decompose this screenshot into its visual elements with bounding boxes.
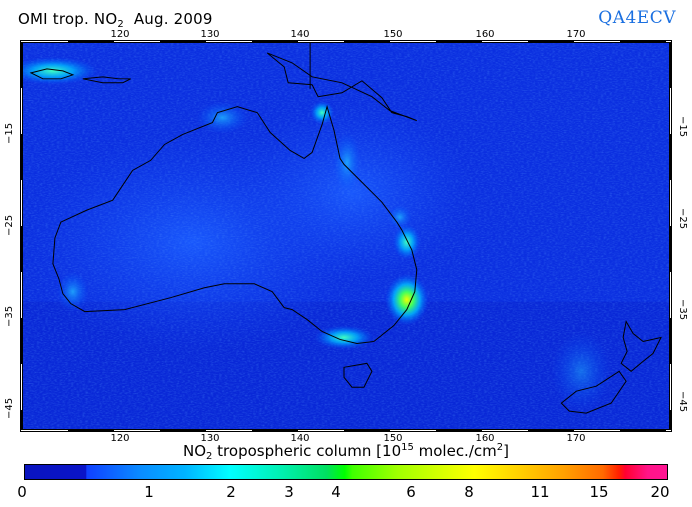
frame-tick-bar [20,42,23,88]
new-guinea-coastline [266,52,417,122]
lat-tick-label: −15 [4,122,15,144]
lat-tick-label: −25 [4,214,15,236]
lon-tick-label: 120 [110,433,130,444]
colorbar-tick-label: 3 [284,483,294,501]
map-title: OMI trop. NO2 Aug. 2009 [18,10,213,30]
frame-tick-bar [160,429,206,432]
lat-tick-label: −15 [677,116,688,138]
brand-label: QA4ECV [598,8,676,28]
colorbar-tick-label: 20 [650,483,670,501]
frame-tick-bar [344,40,390,43]
colorbar-label: NO2 tropospheric column [1015 molec./cm2… [183,442,509,462]
frame-tick-bar [528,40,574,43]
colorbar-tick-label: 2 [226,483,236,501]
lon-tick-label: 160 [475,433,495,444]
frame-tick-bar [68,40,114,43]
lat-tick-label: −35 [4,305,15,327]
frame-tick-bar [669,226,672,272]
lon-tick-label: 120 [110,29,130,40]
colorbar-tick-label: 1 [144,483,154,501]
frame-tick-bar [436,40,482,43]
colorbar-tick-label: 8 [464,483,474,501]
frame-tick-bar [252,40,298,43]
lon-tick-label: 140 [290,433,310,444]
frame-tick-bar [620,429,666,432]
frame-tick-bar [20,134,23,180]
colorbar-tick-label: 6 [406,483,416,501]
frame-tick-bar [436,429,482,432]
frame-tick-bar [68,429,114,432]
lon-tick-label: 130 [200,29,220,40]
lon-tick-label: 170 [566,29,586,40]
colorbar [24,464,668,480]
lat-tick-label: −35 [677,299,688,321]
colorbar-tick-label: 11 [530,483,550,501]
lat-tick-label: −45 [4,397,15,419]
frame-tick-bar [160,40,206,43]
lat-tick-label: −25 [677,208,688,230]
frame-tick-bar [20,226,23,272]
lon-tick-label: 130 [200,433,220,444]
new-zealand-north-coastline [620,320,662,372]
frame-tick-bar [252,429,298,432]
frame-tick-bar [20,318,23,364]
lon-tick-label: 150 [383,433,403,444]
colorbar-tick-label: 0 [17,483,27,501]
frame-tick-bar [528,429,574,432]
frame-tick-bar [620,40,666,43]
colorbar-tick-label: 15 [589,483,609,501]
australia-coastline [52,104,418,344]
no2-map [23,43,669,429]
frame-tick-bar [669,42,672,88]
lon-tick-label: 150 [383,29,403,40]
lon-tick-label: 140 [290,29,310,40]
new-zealand-south-coastline [560,370,627,414]
lon-tick-label: 160 [475,29,495,40]
frame-tick-bar [669,318,672,364]
lat-tick-label: −45 [677,391,688,413]
lon-tick-label: 170 [566,433,586,444]
frame-tick-bar [669,410,672,430]
frame-tick-bar [344,429,390,432]
frame-tick-bar [669,134,672,180]
tasmania-coastline [343,362,373,388]
colorbar-tick-label: 4 [331,483,341,501]
frame-tick-bar [20,410,23,430]
java-coastline [29,68,131,84]
map-frame [22,42,670,430]
